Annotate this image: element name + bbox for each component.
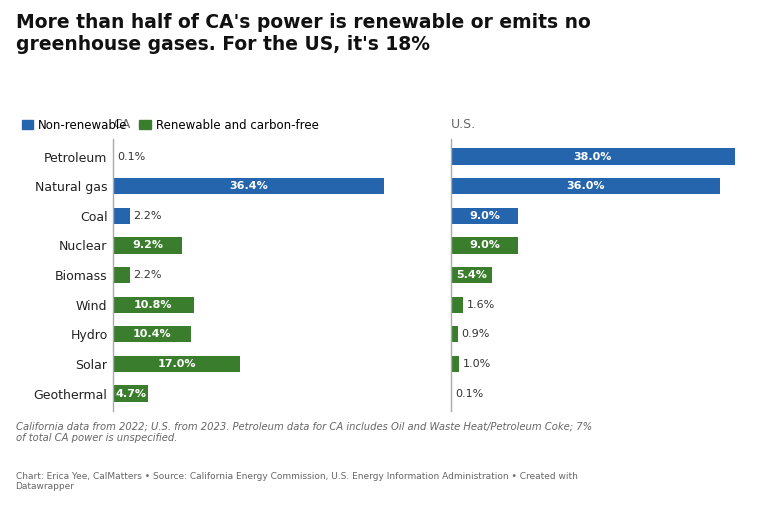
Bar [113,267,129,283]
Text: 0.1%: 0.1% [456,389,484,399]
Legend: Non-renewable, Renewable and carbon-free: Non-renewable, Renewable and carbon-free [22,118,319,132]
Text: 38.0%: 38.0% [574,151,612,161]
Bar [452,267,491,283]
Text: 10.8%: 10.8% [134,300,172,310]
Bar [452,237,519,254]
Bar [452,208,519,224]
Bar [113,356,239,372]
Text: 2.2%: 2.2% [133,270,161,280]
Text: 36.0%: 36.0% [566,181,604,191]
Bar [452,178,720,194]
Text: 2.2%: 2.2% [133,211,161,221]
Text: 1.0%: 1.0% [463,359,491,369]
Text: 0.1%: 0.1% [118,151,146,161]
Text: 17.0%: 17.0% [158,359,196,369]
Bar [113,237,182,254]
Text: 9.0%: 9.0% [470,241,500,250]
Text: California data from 2022; U.S. from 2023. Petroleum data for CA includes Oil an: California data from 2022; U.S. from 202… [16,422,592,443]
Text: CA: CA [113,118,130,130]
Bar [113,178,385,194]
Bar [113,326,190,343]
Text: 4.7%: 4.7% [115,389,146,399]
Bar [113,297,193,313]
Bar [452,148,735,165]
Text: Chart: Erica Yee, CalMatters • Source: California Energy Commission, U.S. Energy: Chart: Erica Yee, CalMatters • Source: C… [16,472,577,491]
Bar [452,297,463,313]
Text: 9.2%: 9.2% [132,241,163,250]
Text: 5.4%: 5.4% [456,270,487,280]
Text: 9.0%: 9.0% [470,211,500,221]
Text: U.S.: U.S. [452,118,477,130]
Bar [452,356,459,372]
Text: 0.9%: 0.9% [462,330,490,340]
Bar [113,386,148,402]
Bar [113,208,129,224]
Text: 10.4%: 10.4% [133,330,171,340]
Bar [452,326,458,343]
Text: More than half of CA's power is renewable or emits no
greenhouse gases. For the : More than half of CA's power is renewabl… [16,13,590,54]
Text: 1.6%: 1.6% [467,300,495,310]
Text: 36.4%: 36.4% [229,181,268,191]
